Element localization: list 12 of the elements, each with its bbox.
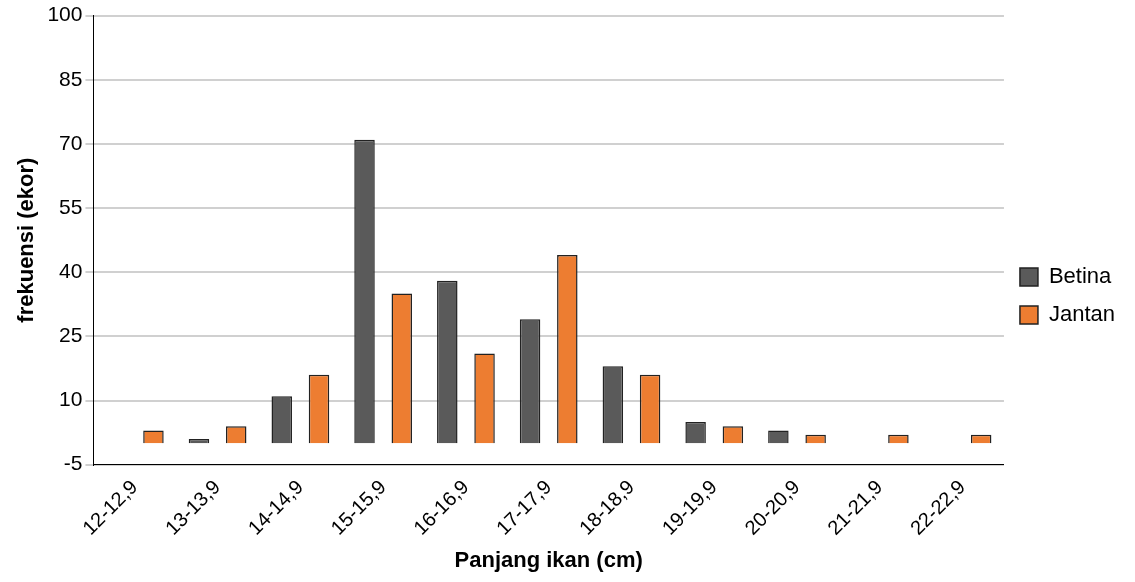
y-tick-label: 100: [47, 2, 83, 26]
x-axis-title: Panjang ikan (cm): [454, 546, 643, 572]
legend-label: Jantan: [1048, 301, 1116, 327]
y-tick-label: 85: [59, 66, 83, 90]
y-axis-title: frekuensi (ekor): [13, 157, 39, 323]
y-tick-label: 25: [59, 323, 83, 347]
legend-label: Betina: [1048, 263, 1113, 289]
y-tick-label: 10: [59, 387, 83, 411]
y-tick-label: 70: [59, 130, 83, 154]
y-tick-label: -5: [63, 451, 83, 475]
y-tick-label: 55: [59, 194, 83, 218]
y-tick-label: 40: [59, 259, 83, 283]
